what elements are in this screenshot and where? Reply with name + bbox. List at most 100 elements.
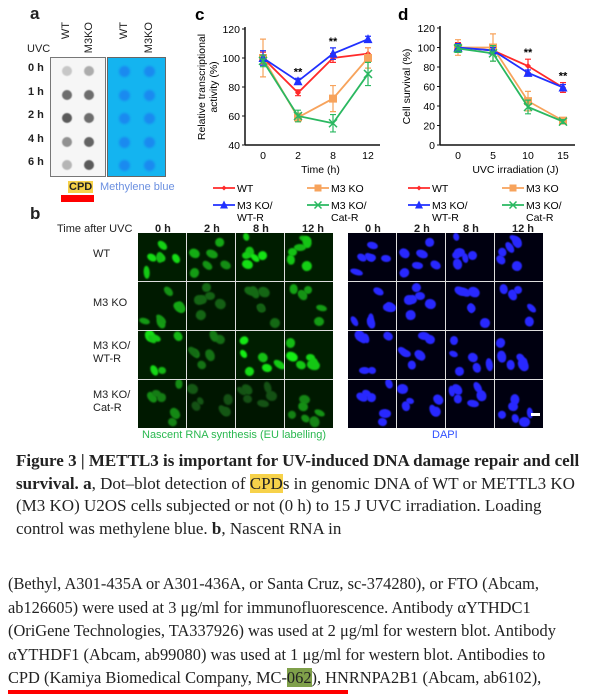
data-point-marker: [415, 200, 423, 209]
nucleus: [496, 409, 508, 421]
nucleus: [162, 284, 176, 298]
nucleus: [193, 308, 208, 322]
y-tick-label: 20: [423, 121, 435, 133]
x-tick-label: 5: [490, 150, 496, 162]
x-tick-label: 2: [295, 150, 301, 162]
panel-c-label: c: [195, 5, 204, 24]
nucleus: [495, 336, 507, 350]
sample-row-label: WT-R: [93, 353, 122, 365]
y-tick-label: 100: [222, 53, 240, 65]
methylene-blue-dot: [119, 66, 130, 77]
dapi-image-cell: [495, 380, 543, 428]
x-tick-label: 15: [557, 150, 569, 162]
series-line-wt: [262, 52, 369, 95]
methylene-blue-dot: [119, 113, 130, 124]
methylene-blue-dot: [144, 136, 155, 148]
column-label: WT: [118, 22, 130, 40]
nucleus: [411, 261, 424, 270]
eu-image-cell: [285, 331, 333, 379]
data-point-marker: [295, 89, 301, 96]
caption-text: , Nascent RNA in: [221, 518, 342, 538]
nucleus: [194, 358, 208, 372]
dapi-image-cell: [397, 380, 445, 428]
time-header: Time after UVC: [57, 223, 133, 235]
data-point-marker: [220, 200, 228, 209]
nucleus: [452, 233, 461, 243]
dapi-image-grid: [348, 233, 543, 428]
nucleus: [218, 259, 233, 272]
dapi-image-cell: [348, 331, 396, 379]
data-point-marker: [328, 118, 338, 128]
nucleus: [413, 347, 429, 363]
nucleus: [303, 285, 312, 294]
nucleus: [365, 391, 377, 403]
series-line-m3-ko-wt-r: [262, 38, 369, 83]
nucleus: [188, 266, 201, 280]
nucleus: [471, 380, 484, 394]
y-axis-label: Cell survival (%): [401, 49, 413, 125]
methylene-blue-dot: [144, 89, 155, 101]
data-point-marker: [221, 185, 227, 191]
caption-a-label: a: [83, 473, 92, 493]
nucleus: [510, 259, 524, 273]
cpd-dot-blot: [50, 57, 106, 177]
nucleus: [315, 304, 328, 313]
x-axis-label: UVC irradiation (J): [472, 164, 558, 176]
data-point-marker: [488, 48, 498, 58]
cpd-dot: [84, 160, 94, 170]
y-tick-label: 100: [417, 43, 435, 55]
y-tick-label: 120: [222, 24, 240, 36]
nucleus: [367, 365, 378, 376]
text-line: (Bethyl, A301-435A or A301-436A, or Sant…: [8, 574, 539, 593]
eu-time-label: 12 h: [302, 223, 325, 235]
sample-row-label: Cat-R: [93, 402, 122, 414]
nucleus: [219, 405, 233, 419]
cpd-dot: [84, 136, 94, 147]
dapi-image-cell: [495, 233, 543, 281]
scale-bar: [531, 413, 540, 416]
nucleus: [267, 316, 282, 330]
eu-caption: Nascent RNA synthesis (EU labelling): [142, 429, 327, 441]
eu-time-label: 8 h: [253, 223, 269, 235]
eu-image-cell: [187, 282, 235, 330]
legend-label: M3 KO/WT-R: [237, 200, 273, 224]
data-point-marker: [293, 76, 303, 86]
eu-image-cell: [285, 233, 333, 281]
dapi-image-cell: [397, 331, 445, 379]
methylene-blue-dot: [119, 89, 130, 101]
nucleus: [383, 380, 395, 390]
nucleus: [381, 331, 394, 343]
y-tick-label: 40: [228, 140, 240, 152]
nucleus: [397, 246, 412, 260]
nucleus: [171, 331, 184, 343]
eu-time-label: 0 h: [155, 223, 171, 235]
nucleus: [348, 315, 360, 328]
nucleus: [238, 348, 250, 360]
nucleus: [156, 238, 170, 252]
nucleus: [142, 265, 150, 279]
x-tick-label: 10: [522, 150, 534, 162]
nucleus: [377, 416, 388, 427]
red-underline-mark: [61, 195, 94, 202]
legend-label: M3 KO: [331, 183, 364, 195]
legend-label: M3 KO: [526, 183, 559, 195]
column-label: WT: [60, 22, 72, 40]
eu-time-label: 2 h: [204, 223, 220, 235]
data-point-marker: [416, 185, 422, 191]
dapi-image-cell: [397, 282, 445, 330]
eu-image-cell: [236, 380, 284, 428]
dapi-time-label: 2 h: [414, 223, 430, 235]
data-point-marker: [523, 102, 533, 112]
nucleus: [187, 381, 200, 396]
eu-image-cell: [285, 380, 333, 428]
nucleus: [241, 251, 251, 260]
cpd-dot: [84, 66, 94, 76]
nucleus: [523, 315, 535, 328]
nucleus: [472, 361, 483, 374]
eu-image-cell: [187, 233, 235, 281]
methylene-blue-label: Methylene blue: [100, 181, 175, 193]
nucleus: [243, 365, 257, 378]
y-tick-label: 40: [423, 101, 435, 113]
nucleus: [256, 398, 270, 409]
nucleus: [431, 406, 442, 418]
